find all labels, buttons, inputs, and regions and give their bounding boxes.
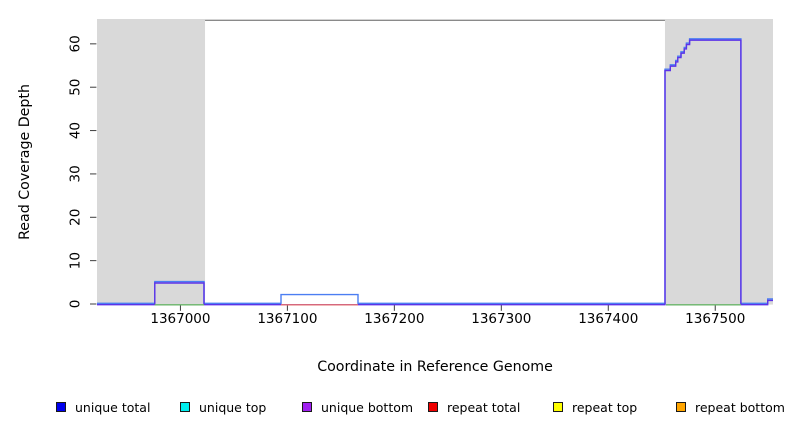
x-tick-label: 1367500 (685, 311, 745, 327)
repeat-bottom-swatch-icon (676, 402, 686, 412)
x-tick-label: 1367100 (257, 311, 317, 327)
y-tick-label: 30 (68, 165, 84, 182)
legend-item-unique-top: unique top (180, 399, 267, 415)
legend-label: unique top (199, 399, 267, 415)
y-tick-label: 20 (68, 209, 84, 226)
legend-label: repeat bottom (695, 399, 785, 415)
legend-label: repeat total (447, 399, 521, 415)
x-tick-label: 1367000 (150, 311, 210, 327)
unique-bottom-swatch-icon (302, 402, 312, 412)
x-tick-label: 1367300 (471, 311, 531, 327)
x-axis-label: Coordinate in Reference Genome (317, 359, 553, 375)
unique-top-swatch-icon (180, 402, 190, 412)
legend-label: unique bottom (321, 399, 414, 415)
series-unique-bottom (97, 39, 773, 306)
y-tick-label: 0 (68, 300, 84, 309)
y-tick-label: 60 (68, 35, 84, 52)
x-tick-label: 1367400 (578, 311, 638, 327)
legend-label: repeat top (572, 399, 638, 415)
legend-item-repeat-total: repeat total (428, 399, 521, 415)
legend-label: unique total (75, 399, 151, 415)
y-tick-label: 50 (68, 79, 84, 96)
series-unique-total (97, 38, 773, 304)
y-tick-label: 40 (68, 122, 84, 139)
repeat-top-swatch-icon (553, 402, 563, 412)
y-axis-label: Read Coverage Depth (17, 84, 33, 240)
read-coverage-chart: 1367000 1367100 1367200 1367300 1367400 13675… (17, 19, 773, 375)
legend-item-repeat-bottom: repeat bottom (676, 399, 785, 415)
repeat-total-swatch-icon (428, 402, 438, 412)
repeat-region-shading (664, 19, 773, 305)
unique-total-swatch-icon (56, 402, 66, 412)
repeat-region-shading (97, 19, 206, 305)
x-tick-label: 1367200 (364, 311, 424, 327)
legend-item-unique-total: unique total (56, 399, 151, 415)
legend-item-repeat-top: repeat top (553, 399, 638, 415)
y-tick-label: 10 (68, 252, 84, 269)
legend-item-unique-bottom: unique bottom (302, 399, 414, 415)
